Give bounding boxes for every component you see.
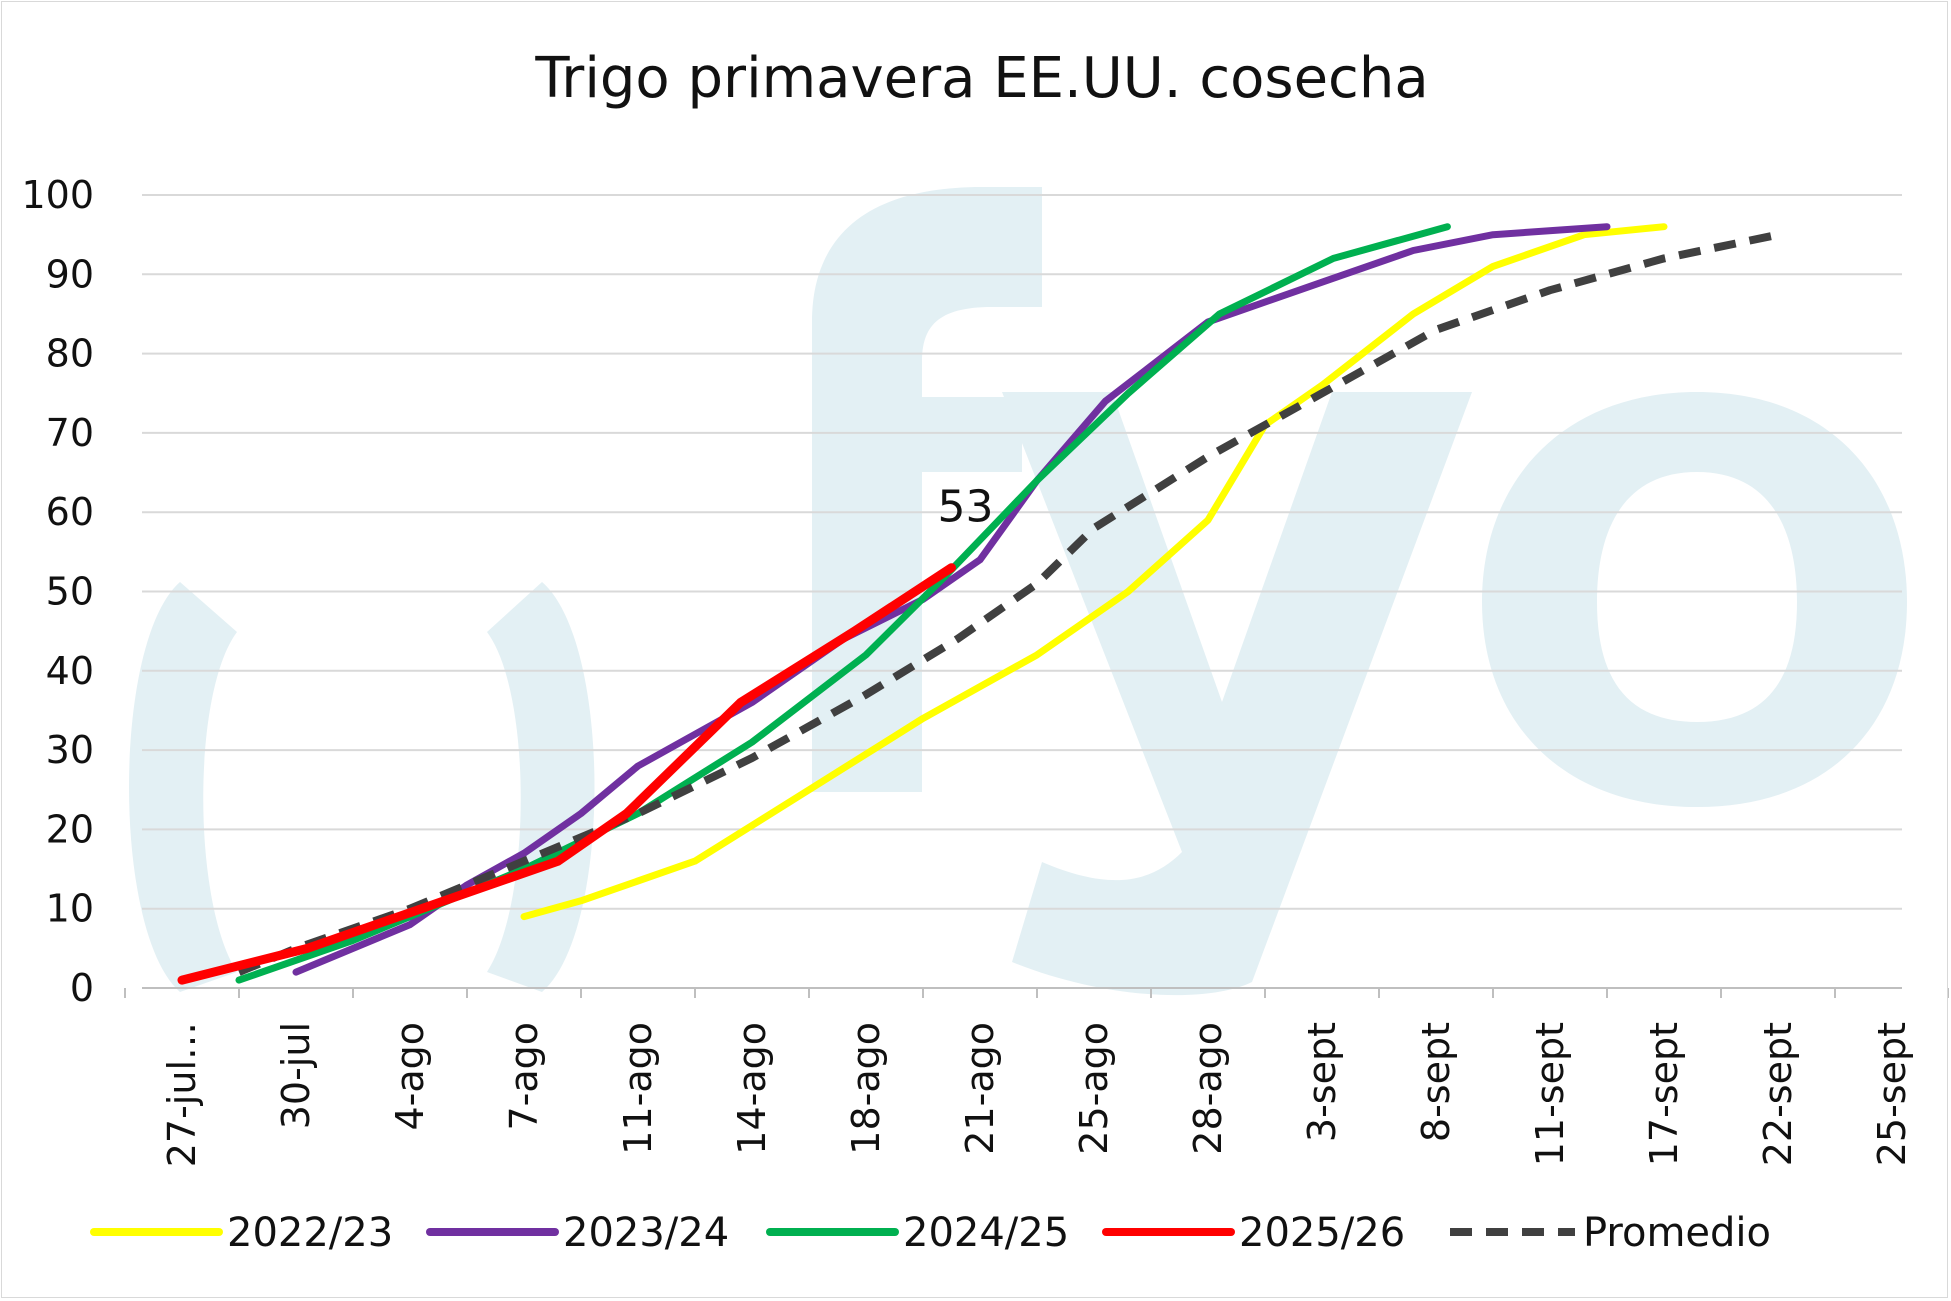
x-tick-label: 11-ago bbox=[616, 1022, 660, 1155]
y-tick-label: 80 bbox=[46, 332, 94, 376]
x-axis: 27-jul… 30-jul 4-ago 7-ago 11-ago 14-ago 18-ag… bbox=[124, 988, 1949, 1167]
legend-item-Promedio: Promedio bbox=[1450, 1210, 1771, 1256]
series-line-Promedio bbox=[237, 230, 1779, 976]
legend-item-2023-24: 2023/24 bbox=[426, 1210, 729, 1256]
watermark-letter-f bbox=[812, 187, 1042, 792]
x-tick-label: 7-ago bbox=[502, 1022, 546, 1131]
legend-item-2022-23: 2022/23 bbox=[90, 1210, 393, 1256]
y-tick-label: 40 bbox=[46, 649, 94, 693]
data-label: 53 bbox=[938, 482, 994, 533]
x-tick-label: 25-sept bbox=[1870, 1022, 1914, 1166]
y-tick-label: 30 bbox=[46, 728, 94, 772]
legend-item-2024-25: 2024/25 bbox=[766, 1210, 1069, 1256]
y-tick-label: 0 bbox=[70, 966, 94, 1010]
legend-label: 2025/26 bbox=[1239, 1210, 1405, 1256]
series-lines bbox=[177, 223, 1779, 985]
watermark-bracket-left bbox=[129, 582, 237, 992]
watermark-letter-y bbox=[1002, 392, 1472, 996]
watermark-letter-o bbox=[1482, 392, 1907, 807]
y-tick-label: 20 bbox=[46, 807, 94, 851]
x-tick-label: 11-sept bbox=[1528, 1022, 1572, 1166]
series-line-2022-23 bbox=[520, 223, 1668, 921]
legend-item-2025-26: 2025/26 bbox=[1102, 1210, 1405, 1256]
x-tick-label: 14-ago bbox=[730, 1022, 774, 1155]
x-tick-label: 18-ago bbox=[844, 1022, 888, 1155]
x-tick-label: 17-sept bbox=[1642, 1022, 1686, 1166]
series-line-2025-26 bbox=[177, 563, 956, 985]
y-tick-label: 100 bbox=[21, 173, 94, 217]
legend: 2022/23 2023/24 2024/25 2025/26 Promedio bbox=[90, 1210, 1771, 1256]
watermark-bracket-right bbox=[487, 582, 595, 992]
x-tick-label: 28-ago bbox=[1186, 1022, 1230, 1155]
legend-label: 2022/23 bbox=[227, 1210, 393, 1256]
legend-label: 2023/24 bbox=[563, 1210, 729, 1256]
series-line-2023-24 bbox=[292, 223, 1611, 976]
x-tick-label: 30-jul bbox=[274, 1022, 318, 1129]
y-tick-label: 60 bbox=[46, 490, 94, 534]
legend-label: 2024/25 bbox=[903, 1210, 1069, 1256]
x-tick-label: 21-ago bbox=[958, 1022, 1002, 1155]
y-tick-label: 50 bbox=[46, 570, 94, 614]
x-tick-label: 22-sept bbox=[1756, 1022, 1800, 1166]
grid-lines bbox=[142, 194, 1902, 989]
legend-label: Promedio bbox=[1583, 1210, 1771, 1256]
x-tick-label: 8-sept bbox=[1414, 1022, 1458, 1142]
y-tick-label: 10 bbox=[46, 887, 94, 931]
x-tick-label: 4-ago bbox=[388, 1022, 432, 1131]
x-tick-label: 25-ago bbox=[1072, 1022, 1116, 1155]
y-tick-label: 90 bbox=[46, 252, 94, 296]
y-axis: 0 10 20 30 40 50 60 70 80 90 100 bbox=[21, 173, 94, 1010]
watermark-logo bbox=[129, 187, 1907, 996]
y-tick-label: 70 bbox=[46, 411, 94, 455]
x-tick-label: 27-jul… bbox=[160, 1022, 204, 1167]
x-tick-label: 3-sept bbox=[1300, 1022, 1344, 1142]
chart-title: Trigo primavera EE.UU. cosecha bbox=[534, 46, 1428, 111]
annotations: 53 bbox=[938, 482, 994, 533]
